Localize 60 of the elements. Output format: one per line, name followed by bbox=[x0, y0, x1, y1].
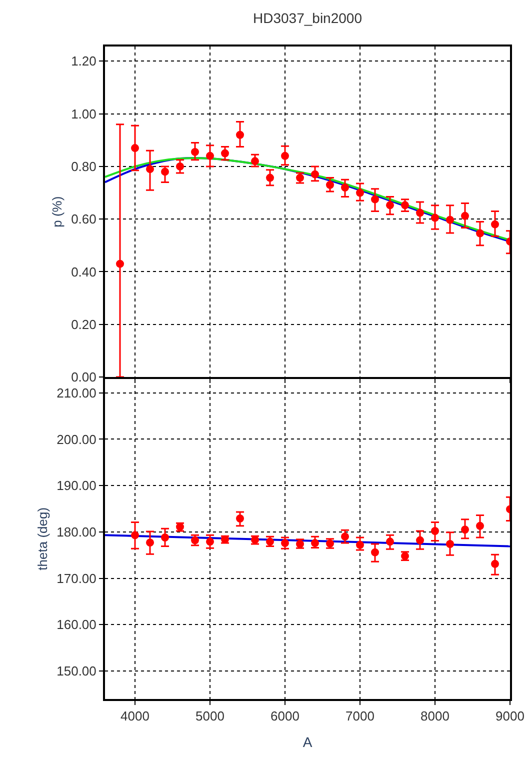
x-tick-label: 6000 bbox=[270, 708, 300, 724]
x-tick-label: 8000 bbox=[420, 708, 450, 724]
point bbox=[311, 539, 319, 548]
point bbox=[476, 522, 484, 530]
point bbox=[131, 531, 139, 540]
y-tick-label: 210.00 bbox=[56, 385, 96, 400]
point bbox=[161, 533, 169, 542]
x-tick-label: 9000 bbox=[496, 708, 524, 724]
point bbox=[311, 170, 319, 178]
point bbox=[431, 527, 439, 535]
point bbox=[146, 538, 154, 547]
point bbox=[326, 180, 334, 189]
point bbox=[356, 540, 364, 549]
chart-title: HD3037_bin2000 bbox=[253, 10, 362, 26]
point bbox=[386, 201, 394, 210]
point bbox=[461, 526, 469, 534]
y-axis-title: theta (deg) bbox=[35, 507, 50, 570]
point bbox=[476, 229, 484, 238]
point bbox=[146, 165, 154, 174]
point bbox=[431, 214, 439, 222]
point bbox=[206, 152, 214, 160]
x-axis-title: A bbox=[302, 734, 313, 750]
point bbox=[161, 168, 169, 176]
y-tick-label: 1.00 bbox=[71, 106, 96, 122]
point bbox=[386, 538, 394, 546]
point bbox=[371, 195, 379, 204]
y-tick-label: 0.00 bbox=[71, 370, 96, 385]
x-tick-label: 5000 bbox=[196, 708, 224, 724]
point bbox=[236, 130, 244, 139]
point bbox=[416, 536, 424, 544]
point bbox=[446, 540, 454, 548]
point bbox=[356, 188, 364, 197]
y-tick-label: 160.00 bbox=[56, 617, 96, 632]
point bbox=[116, 260, 124, 268]
point bbox=[281, 152, 289, 160]
x-tick-label: 7000 bbox=[346, 708, 374, 724]
y-tick-label: 0.80 bbox=[71, 159, 96, 174]
point bbox=[341, 184, 349, 192]
point bbox=[461, 212, 469, 220]
y-tick-label: 200.00 bbox=[56, 432, 96, 447]
y-tick-label: 0.60 bbox=[71, 212, 96, 227]
point bbox=[131, 144, 139, 152]
point bbox=[416, 208, 424, 217]
point bbox=[491, 560, 499, 568]
point bbox=[236, 514, 244, 522]
y-tick-label: 170.00 bbox=[56, 570, 96, 586]
point bbox=[191, 148, 199, 156]
point bbox=[446, 216, 454, 224]
point bbox=[371, 548, 379, 556]
x-tick-label: 4000 bbox=[120, 708, 150, 724]
y-tick-label: 180.00 bbox=[56, 524, 96, 540]
y-tick-label: 190.00 bbox=[56, 478, 96, 494]
y-tick-label: 0.20 bbox=[71, 316, 96, 332]
point bbox=[251, 157, 259, 166]
y-tick-label: 0.40 bbox=[71, 264, 96, 280]
y-tick-label: 1.20 bbox=[71, 54, 96, 69]
point bbox=[491, 220, 499, 228]
y-tick-label: 150.00 bbox=[56, 664, 96, 679]
y-axis-title: p (%) bbox=[50, 196, 65, 228]
point bbox=[266, 174, 274, 182]
